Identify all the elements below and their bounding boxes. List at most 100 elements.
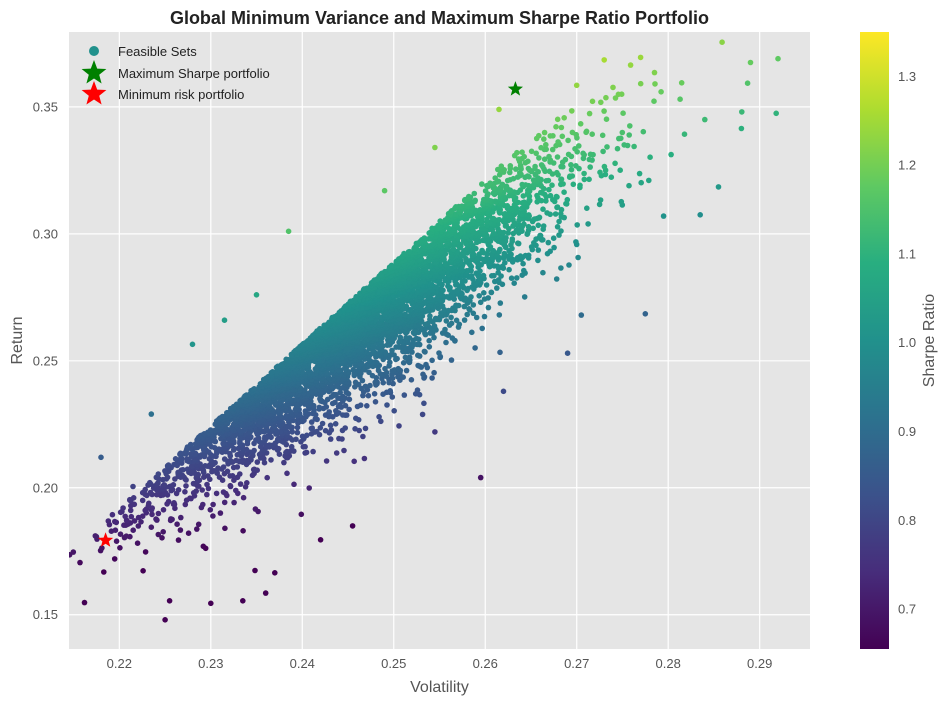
feasible-point xyxy=(408,377,415,383)
feasible-point xyxy=(540,269,546,276)
feasible-point xyxy=(395,365,402,372)
feasible-point xyxy=(481,290,487,296)
feasible-point xyxy=(426,337,433,344)
feasible-point xyxy=(251,447,257,454)
feasible-point xyxy=(233,401,240,408)
feasible-point xyxy=(470,302,477,308)
feasible-point xyxy=(545,239,552,246)
feasible-point xyxy=(540,206,546,212)
feasible-point xyxy=(453,302,459,309)
feasible-point xyxy=(336,435,342,442)
feasible-point xyxy=(470,310,477,317)
feasible-point xyxy=(278,428,284,435)
feasible-point xyxy=(155,531,162,538)
feasible-point xyxy=(187,495,193,502)
feasible-point xyxy=(554,204,561,210)
feasible-point xyxy=(535,222,542,229)
feasible-point xyxy=(253,292,260,298)
feasible-point xyxy=(153,491,160,498)
feasible-point xyxy=(101,569,107,575)
feasible-point xyxy=(351,458,358,465)
feasible-point xyxy=(321,322,328,329)
feasible-point xyxy=(347,298,354,305)
feasible-point xyxy=(288,443,295,450)
feasible-point xyxy=(581,176,588,183)
feasible-point xyxy=(371,391,378,397)
feasible-point xyxy=(531,216,538,222)
feasible-point xyxy=(300,444,307,450)
feasible-point xyxy=(506,266,512,273)
feasible-point xyxy=(98,454,104,461)
feasible-point xyxy=(431,369,437,376)
feasible-point xyxy=(142,486,148,493)
feasible-point xyxy=(342,425,349,431)
feasible-point xyxy=(221,317,228,324)
feasible-point xyxy=(387,388,394,394)
feasible-point xyxy=(367,382,373,389)
feasible-point xyxy=(346,406,352,413)
feasible-point xyxy=(432,429,438,435)
feasible-point xyxy=(597,169,603,176)
feasible-point xyxy=(403,367,410,374)
feasible-point xyxy=(429,375,435,381)
feasible-point xyxy=(160,507,167,513)
feasible-point xyxy=(361,455,368,462)
feasible-point xyxy=(140,568,146,574)
feasible-point xyxy=(393,344,399,350)
feasible-point xyxy=(369,372,376,379)
feasible-point xyxy=(161,482,168,488)
feasible-point xyxy=(308,419,315,425)
feasible-point xyxy=(536,214,543,221)
feasible-point xyxy=(240,528,246,534)
feasible-point xyxy=(436,350,442,356)
feasible-point xyxy=(470,218,476,224)
feasible-point xyxy=(182,489,188,495)
feasible-point xyxy=(360,433,366,440)
feasible-point xyxy=(372,399,379,405)
feasible-point xyxy=(333,408,339,414)
feasible-point xyxy=(427,330,434,336)
feasible-point xyxy=(283,412,290,419)
feasible-point xyxy=(521,294,528,300)
feasible-point xyxy=(406,354,413,361)
feasible-point xyxy=(319,420,326,427)
feasible-point xyxy=(413,335,420,342)
feasible-point xyxy=(522,252,529,259)
feasible-point xyxy=(581,170,587,177)
feasible-point xyxy=(92,533,99,539)
feasible-point xyxy=(284,470,290,477)
feasible-point xyxy=(227,482,234,489)
feasible-point xyxy=(233,457,239,464)
feasible-point xyxy=(429,357,435,364)
feasible-point xyxy=(464,311,471,318)
feasible-point xyxy=(421,400,427,407)
feasible-point xyxy=(120,505,126,511)
feasible-point xyxy=(294,424,301,431)
feasible-point xyxy=(327,422,334,429)
feasible-point xyxy=(177,450,184,457)
feasible-point xyxy=(111,556,118,562)
feasible-point xyxy=(210,513,216,519)
feasible-point xyxy=(142,549,149,555)
feasible-point xyxy=(414,387,421,393)
feasible-point xyxy=(155,510,162,517)
feasible-point xyxy=(131,518,138,524)
feasible-point xyxy=(264,474,271,481)
feasible-point xyxy=(254,459,261,465)
feasible-point xyxy=(220,440,226,447)
feasible-point xyxy=(357,402,364,409)
feasible-point xyxy=(303,449,310,456)
feasible-point xyxy=(554,224,561,230)
feasible-point xyxy=(252,567,258,574)
feasible-point xyxy=(237,471,243,477)
feasible-set-points xyxy=(69,39,781,623)
feasible-point xyxy=(496,312,503,318)
feasible-point xyxy=(574,222,580,228)
feasible-point xyxy=(647,154,653,160)
feasible-point xyxy=(194,526,200,532)
feasible-point xyxy=(469,329,475,336)
feasible-point xyxy=(159,535,165,541)
feasible-point xyxy=(575,254,581,261)
feasible-point xyxy=(112,527,119,533)
